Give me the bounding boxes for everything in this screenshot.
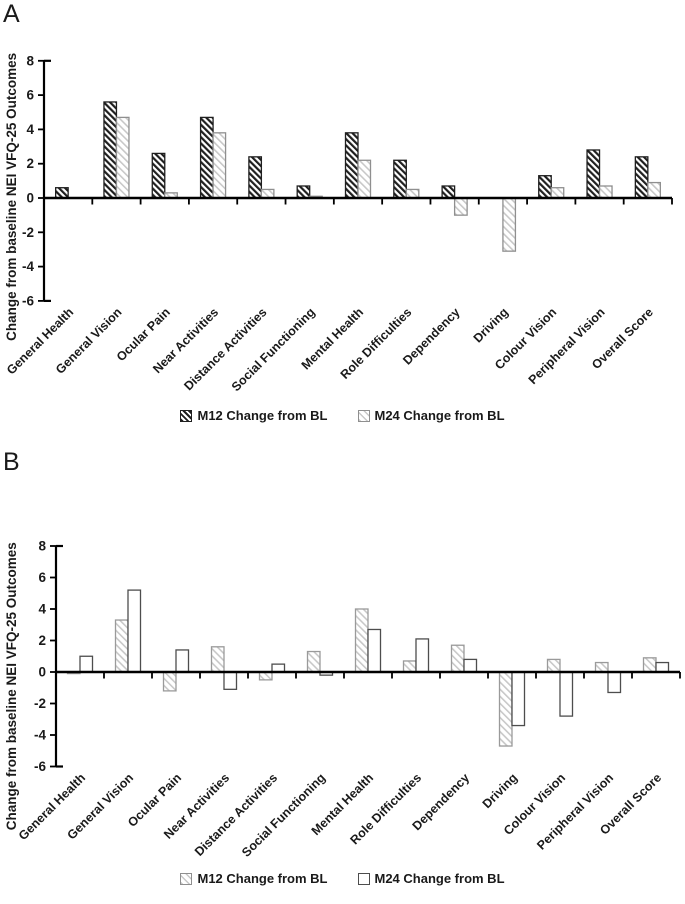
- bar-series0-peripheral-vision: [586, 149, 601, 199]
- legend-label-b-m12: M12 Change from BL: [197, 871, 328, 886]
- bar-series1-general-health: [79, 655, 94, 673]
- bar-series0-driving: [498, 671, 513, 747]
- bar-series0-ocular-pain: [151, 152, 166, 199]
- y-tick-label: -6: [22, 293, 34, 308]
- y-tick-label: 8: [26, 53, 34, 68]
- bar-series1-mental-health: [367, 628, 382, 673]
- panel-a-legend: M12 Change from BL M24 Change from BL: [0, 408, 685, 423]
- bar-series0-role-difficulties: [402, 660, 417, 673]
- bar-series1-mental-health: [357, 159, 372, 199]
- bar-series0-general-health: [55, 187, 69, 199]
- y-tick-label: 2: [26, 156, 34, 171]
- bar-series0-near-activities: [199, 116, 214, 199]
- bar-series0-dependency: [450, 644, 465, 673]
- legend-item-b-m12: M12 Change from BL: [180, 871, 328, 886]
- bar-series0-near-activities: [210, 646, 225, 673]
- bar-series0-mental-health: [354, 608, 369, 673]
- dark-hatch-swatch-icon: [180, 409, 193, 422]
- legend-item-a-m24: M24 Change from BL: [357, 408, 505, 423]
- y-tick-label: 0: [26, 191, 34, 206]
- bar-series0-mental-health: [344, 132, 359, 199]
- y-tick-label: 6: [26, 88, 34, 103]
- y-tick-label: 6: [38, 570, 46, 585]
- category-label: Distance Activities: [192, 771, 280, 859]
- bar-series1-dependency: [463, 658, 478, 673]
- bar-series1-general-vision: [115, 116, 130, 199]
- light-hatch-swatch-icon: [357, 409, 370, 422]
- category-label: Driving: [471, 305, 511, 345]
- bar-series0-role-difficulties: [393, 159, 407, 199]
- bar-series0-social-functioning: [296, 185, 311, 199]
- y-tick-label: -2: [34, 696, 46, 711]
- bar-series0-colour-vision: [538, 175, 552, 199]
- bar-series1-general-vision: [127, 589, 142, 673]
- y-tick-label: 4: [26, 122, 34, 137]
- bar-series0-general-vision: [114, 619, 129, 673]
- bar-series1-driving: [502, 197, 517, 252]
- bar-series0-dependency: [441, 185, 456, 199]
- y-tick-label: -6: [34, 759, 46, 774]
- bar-series0-overall-score: [634, 156, 649, 199]
- bar-series0-distance-activities: [248, 156, 263, 199]
- y-tick-label: 0: [38, 665, 46, 680]
- bar-series1-near-activities: [212, 132, 227, 199]
- legend-label-a-m12: M12 Change from BL: [197, 408, 328, 423]
- y-tick-label: 2: [38, 633, 46, 648]
- legend-item-b-m24: M24 Change from BL: [357, 871, 505, 886]
- y-axis-title: Change from baseline NEI VFQ-25 Outcomes: [4, 542, 19, 830]
- legend-label-b-m24: M24 Change from BL: [374, 871, 505, 886]
- y-tick-label: 4: [38, 602, 46, 617]
- bar-series1-overall-score: [647, 181, 661, 199]
- legend-item-a-m12: M12 Change from BL: [180, 408, 328, 423]
- white-swatch-icon: [357, 872, 370, 885]
- bar-series0-overall-score: [642, 657, 657, 673]
- legend-label-a-m24: M24 Change from BL: [374, 408, 505, 423]
- bar-series0-social-functioning: [306, 650, 321, 673]
- category-label: Distance Activities: [181, 305, 269, 393]
- panel-b-legend: M12 Change from BL M24 Change from BL: [0, 871, 685, 886]
- bar-series1-peripheral-vision: [598, 185, 613, 199]
- category-label: Social Functioning: [229, 305, 318, 394]
- category-label: Social Functioning: [239, 771, 328, 860]
- bar-series0-colour-vision: [546, 658, 561, 673]
- bar-series1-colour-vision: [550, 187, 565, 199]
- bar-series0-peripheral-vision: [594, 661, 609, 673]
- category-label: Driving: [480, 771, 520, 811]
- bar-series1-role-difficulties: [415, 638, 430, 673]
- bar-series1-peripheral-vision: [607, 671, 622, 694]
- y-axis-title: Change from baseline NEI VFQ-25 Outcomes: [4, 53, 19, 341]
- light-hatch-swatch-icon: [180, 872, 193, 885]
- bar-series0-general-vision: [103, 101, 118, 199]
- y-tick-label: -4: [34, 728, 46, 743]
- bar-series1-dependency: [453, 197, 468, 216]
- bar-series1-colour-vision: [559, 671, 574, 717]
- bar-series1-overall-score: [655, 661, 670, 673]
- bar-series0-ocular-pain: [162, 671, 177, 692]
- panel-b-label: B: [3, 448, 20, 476]
- bar-series1-near-activities: [223, 671, 238, 690]
- panel-a-label: A: [3, 0, 20, 28]
- bar-series1-driving: [511, 671, 526, 727]
- y-tick-label: 8: [38, 539, 46, 554]
- bar-series1-ocular-pain: [175, 649, 190, 673]
- y-tick-label: -4: [22, 259, 34, 274]
- y-tick-label: -2: [22, 225, 34, 240]
